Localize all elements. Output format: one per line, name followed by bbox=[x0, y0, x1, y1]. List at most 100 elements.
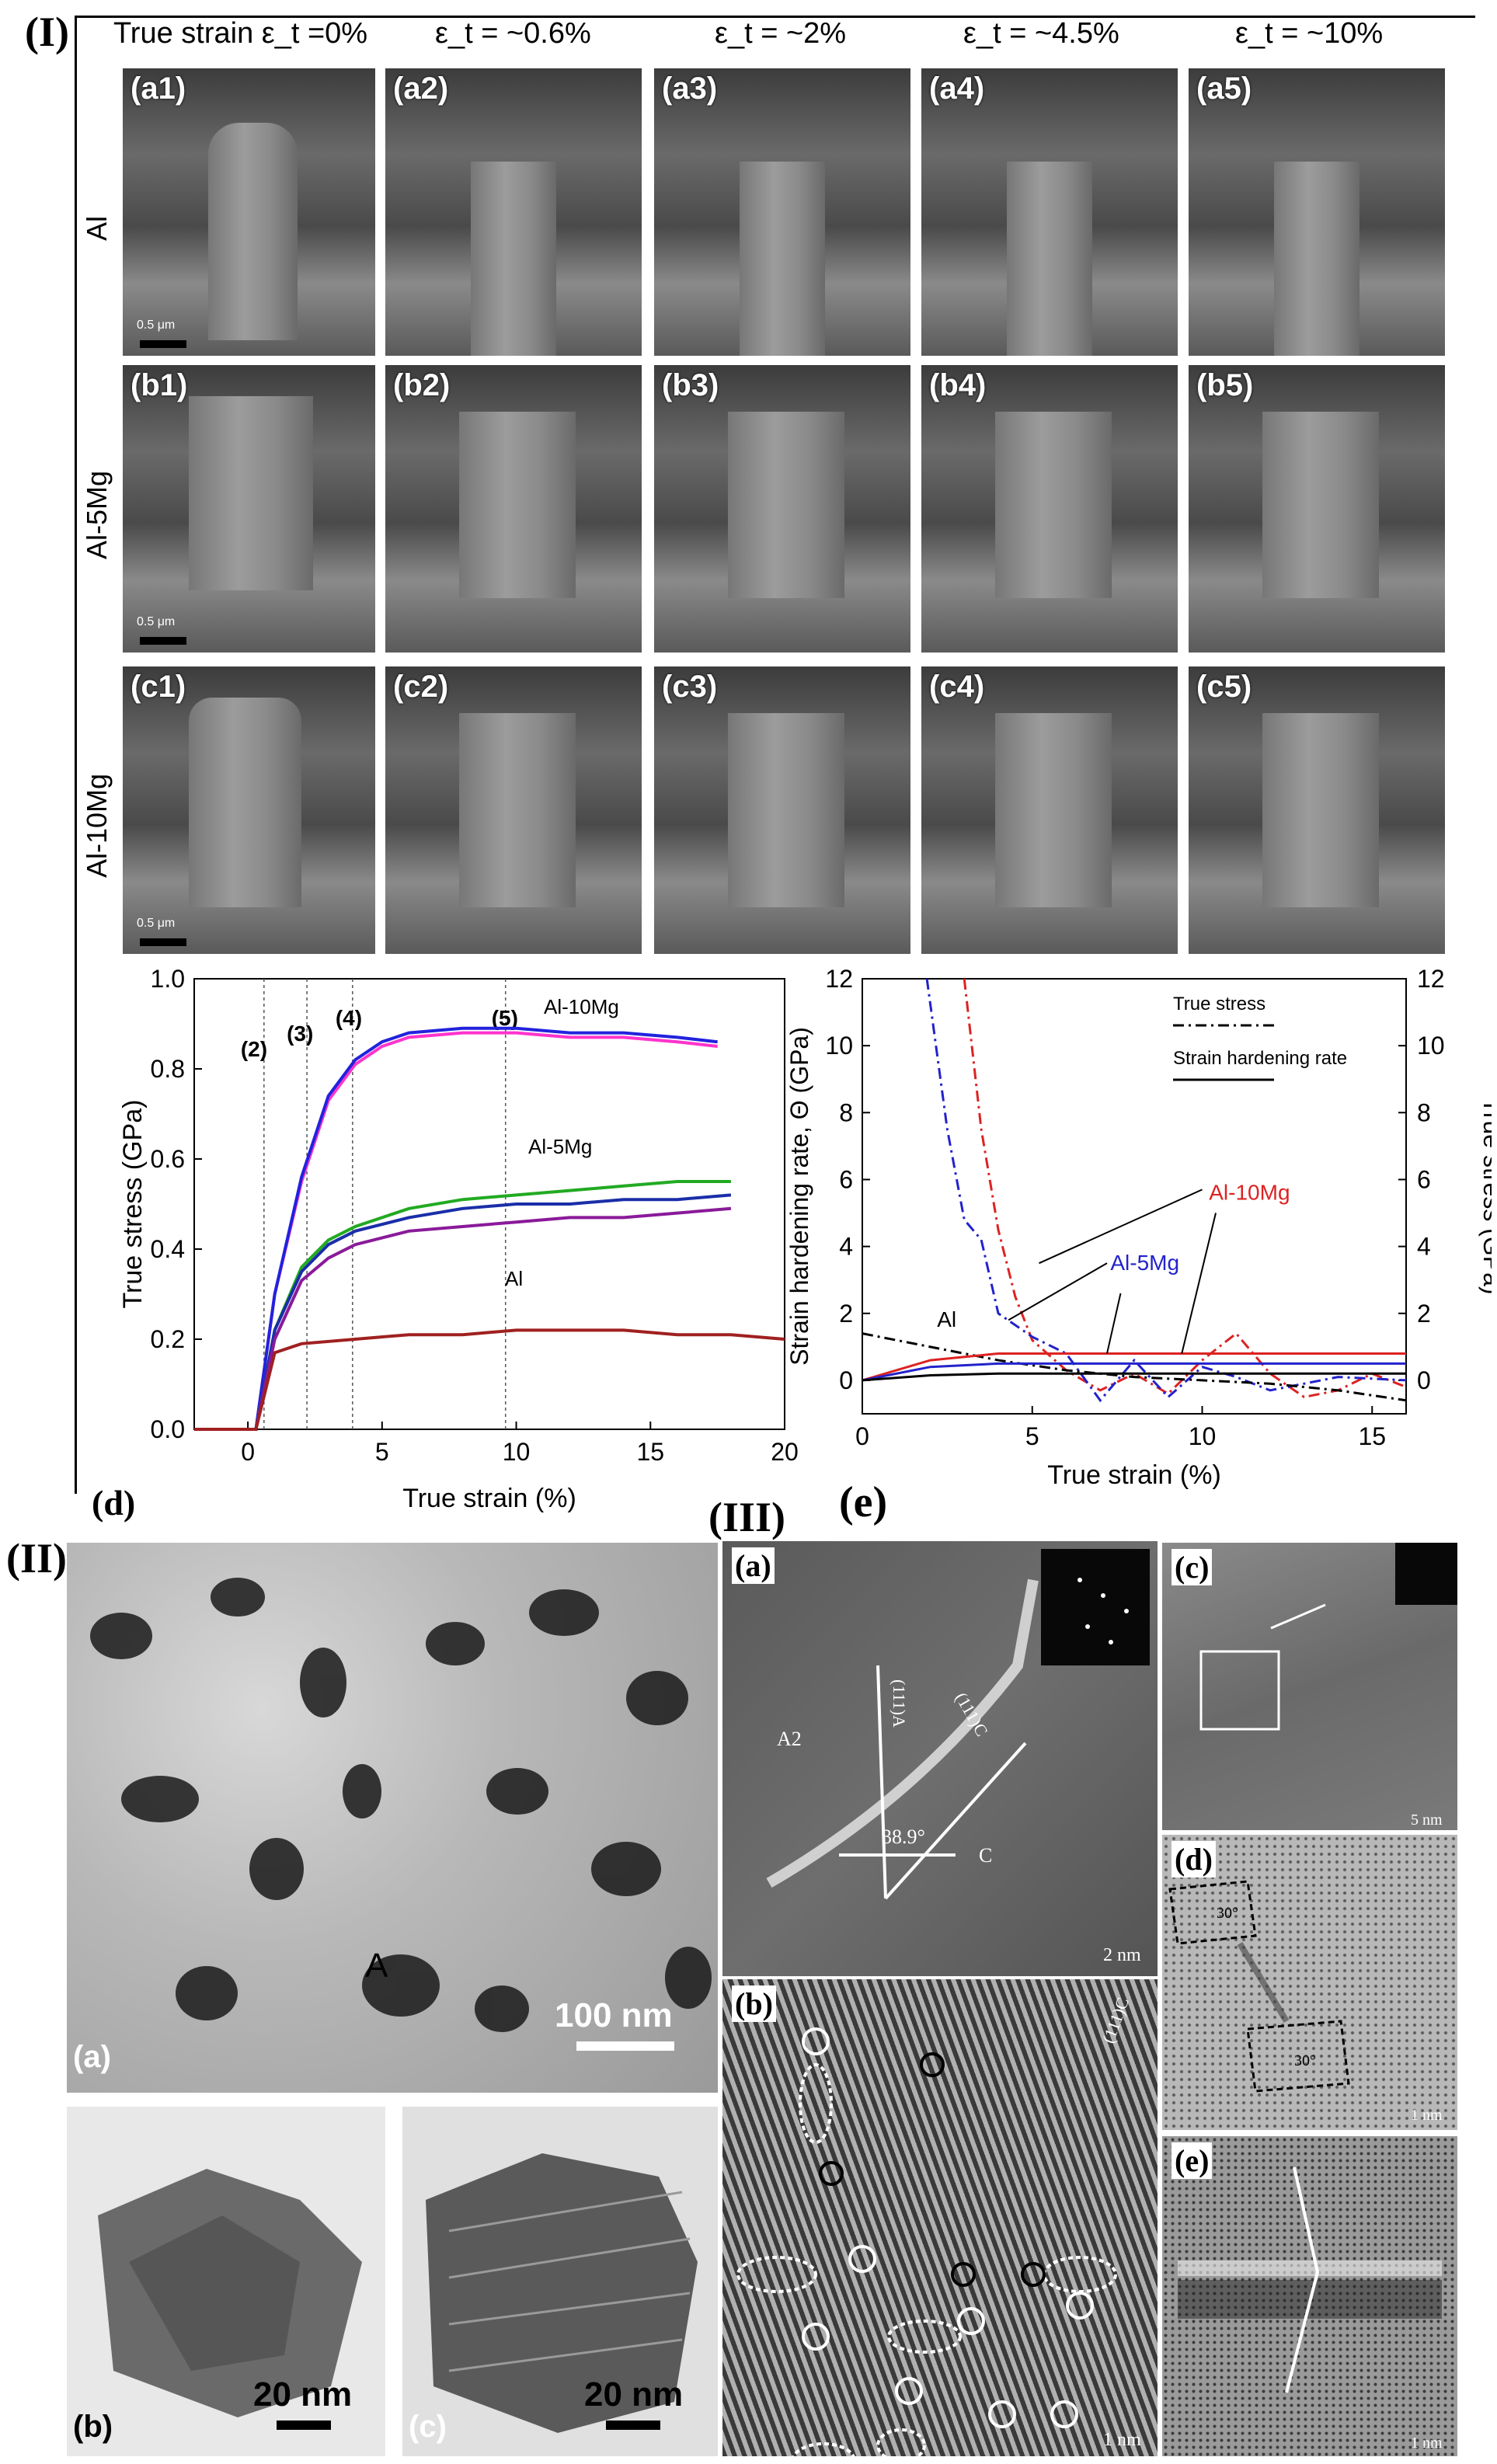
chart2-arrow-1 bbox=[1039, 1188, 1203, 1265]
chart1-frame bbox=[193, 978, 785, 1430]
chart1-ytick-label-1: 0.2 bbox=[151, 1325, 185, 1353]
tem-panel-iii-c: (c) 5 nm bbox=[1162, 1543, 1457, 1830]
chart1-vline-label-0: (2) bbox=[241, 1037, 267, 1061]
chart1-vline-label-3: (5) bbox=[492, 1006, 518, 1030]
column-header-4: ε_t = ~4.5% bbox=[963, 17, 1119, 50]
tem-iii-b-overlay bbox=[736, 2027, 1117, 2456]
sem-panel-b2: (b2) bbox=[385, 365, 642, 653]
sem-panel-c5: (c5) bbox=[1189, 666, 1445, 954]
sem-panel-c3: (c3) bbox=[654, 666, 910, 954]
tem-panel-ii-a: A (a) 100 nm bbox=[67, 1543, 718, 2093]
chart2-series-4 bbox=[862, 1362, 1406, 1382]
chart1-ylabel: True stress (GPa) bbox=[118, 1100, 148, 1309]
scale-bar-ii-a bbox=[576, 2041, 674, 2051]
region-c: C bbox=[979, 1844, 993, 1867]
sem-panel-c2: (c2) bbox=[385, 666, 642, 954]
chart2-y2tick-label-1: 2 bbox=[1417, 1300, 1431, 1328]
scale-bar-ii-b bbox=[277, 2420, 331, 2430]
chart2-ytick-label-4: 8 bbox=[839, 1098, 853, 1126]
chart2-ytick-label-5: 10 bbox=[825, 1032, 853, 1060]
chart2-xtick-label-1: 5 bbox=[1025, 1422, 1039, 1450]
scale-bar-ii-c bbox=[606, 2420, 660, 2430]
chart2-series-3 bbox=[862, 1352, 1406, 1382]
section-i-label: (I) bbox=[25, 9, 69, 55]
tem-iii-b-label: (b) bbox=[732, 1985, 776, 2022]
chart1-series-label-0: Al-10Mg bbox=[544, 995, 619, 1018]
chart1-xtick-label-1: 5 bbox=[375, 1438, 389, 1466]
angle-30-2: 30° bbox=[1294, 2052, 1316, 2069]
chart1-series-0 bbox=[194, 1031, 718, 1431]
column-header-1: True strain ε_t =0% bbox=[113, 17, 368, 50]
marker-a: A bbox=[365, 1947, 388, 1985]
stress-strain-chart: 0 5 10 15 20 0.0 0.2 0.4 0.6 0.8 1.0 (2) (3) (4) (5) Al… bbox=[118, 965, 799, 1513]
chart1-series-4 bbox=[194, 1206, 732, 1431]
tem-ii-b-label: (b) bbox=[73, 2410, 113, 2444]
chart1-ytick-label-2: 0.4 bbox=[151, 1235, 185, 1263]
tem-iii-e-label: (e) bbox=[1171, 2142, 1213, 2179]
chart1-xlabel: True strain (%) bbox=[402, 1484, 576, 1513]
tem-ii-a-label: (a) bbox=[73, 2040, 111, 2074]
tem-iii-d-label: (d) bbox=[1171, 1841, 1216, 1878]
column-header-3: ε_t = ~2% bbox=[715, 17, 847, 50]
chart1-series-1 bbox=[194, 1026, 718, 1431]
chart2-frame bbox=[862, 978, 1407, 1415]
sem-panel-b1: (b1) 0.5 μm bbox=[123, 365, 375, 653]
chart2-annotation-0: Al-10Mg bbox=[1209, 1180, 1290, 1204]
tem-iii-e-overlay bbox=[1178, 2166, 1442, 2393]
scale-iii-a: 2 nm bbox=[1103, 1945, 1141, 1965]
sem-panel-a3: (a3) bbox=[654, 68, 910, 356]
sem-panel-a4: (a4) bbox=[921, 68, 1178, 356]
tem-iii-d-overlay bbox=[1168, 1880, 1350, 2093]
chart2-ytick-label-3: 6 bbox=[839, 1165, 853, 1193]
chart1-xtick-label-2: 10 bbox=[503, 1438, 531, 1466]
chart1-series-label-2: Al bbox=[505, 1267, 523, 1290]
tem-panel-ii-b: (b) 20 nm bbox=[67, 2107, 385, 2456]
row-label-al: Al bbox=[81, 215, 113, 241]
chart2-xtick-label-2: 10 bbox=[1189, 1422, 1217, 1450]
tem-ii-c-label: (c) bbox=[409, 2410, 447, 2444]
sem-panel-b5: (b5) bbox=[1189, 365, 1445, 653]
region-a2: A2 bbox=[777, 1728, 802, 1750]
chart1-ytick-label-3: 0.6 bbox=[151, 1145, 185, 1173]
chart2-series-0 bbox=[963, 978, 1407, 1399]
chart2-arrow-2 bbox=[1181, 1213, 1217, 1354]
plane-111a: (111)A bbox=[889, 1679, 909, 1728]
scale-iii-d: 1 nm bbox=[1411, 2107, 1443, 2124]
tem-texture-ii-c bbox=[426, 2153, 698, 2433]
tem-iii-c-overlay bbox=[1199, 1543, 1457, 1731]
tem-panel-iii-d: (d) 30° 30° 1 nm bbox=[1162, 1835, 1457, 2130]
chart2-y2tick-label-2: 4 bbox=[1417, 1233, 1431, 1261]
chart2-xtick-label-0: 0 bbox=[855, 1422, 869, 1450]
chart2-ytick-label-1: 2 bbox=[839, 1300, 853, 1328]
chart2-ytick-label-2: 4 bbox=[839, 1233, 853, 1261]
chart2-y2tick-label-4: 8 bbox=[1417, 1098, 1431, 1126]
section-ii-label: (II) bbox=[6, 1535, 67, 1582]
chart2-ytick-label-0: 0 bbox=[839, 1366, 853, 1394]
chart2-xtick-label-3: 15 bbox=[1358, 1422, 1386, 1450]
angle-30-1: 30° bbox=[1217, 1905, 1238, 1922]
tem-texture-ii-a bbox=[90, 1578, 712, 2032]
column-header-2: ε_t = ~0.6% bbox=[435, 17, 591, 50]
section-iii-e-label: (e) bbox=[839, 1478, 888, 1526]
sem-panel-a5: (a5) bbox=[1189, 68, 1445, 356]
chart2-arrow-3 bbox=[1008, 1262, 1108, 1321]
chart2-y2label: True stress (GPa) bbox=[1478, 1098, 1492, 1294]
chart2-y2tick-label-3: 6 bbox=[1417, 1165, 1431, 1193]
section-ii-d-label: (d) bbox=[92, 1483, 136, 1523]
chart1-series-5 bbox=[194, 1328, 785, 1431]
tem-panel-iii-e: (e) 1 nm bbox=[1162, 2136, 1457, 2456]
chart1-xtick-label-4: 20 bbox=[771, 1438, 799, 1466]
chart1-vline-label-2: (4) bbox=[336, 1006, 362, 1030]
chart1-series-label-1: Al-5Mg bbox=[528, 1135, 592, 1158]
scale-iii-c: 5 nm bbox=[1411, 1811, 1443, 1829]
sem-panel-b4: (b4) bbox=[921, 365, 1178, 653]
chart2-ytick-label-6: 12 bbox=[825, 965, 853, 993]
chart2-y2tick-label-0: 0 bbox=[1417, 1366, 1431, 1394]
chart2-series-1 bbox=[925, 978, 1407, 1403]
chart1-xtick-label-3: 15 bbox=[636, 1438, 664, 1466]
chart2-y2tick-label-6: 12 bbox=[1417, 965, 1445, 993]
sem-panel-c1: (c1) 0.5 μm bbox=[123, 666, 375, 954]
chart1-ytick-label-0: 0.0 bbox=[151, 1415, 185, 1443]
chart2-annotation-1: Al-5Mg bbox=[1110, 1251, 1179, 1275]
